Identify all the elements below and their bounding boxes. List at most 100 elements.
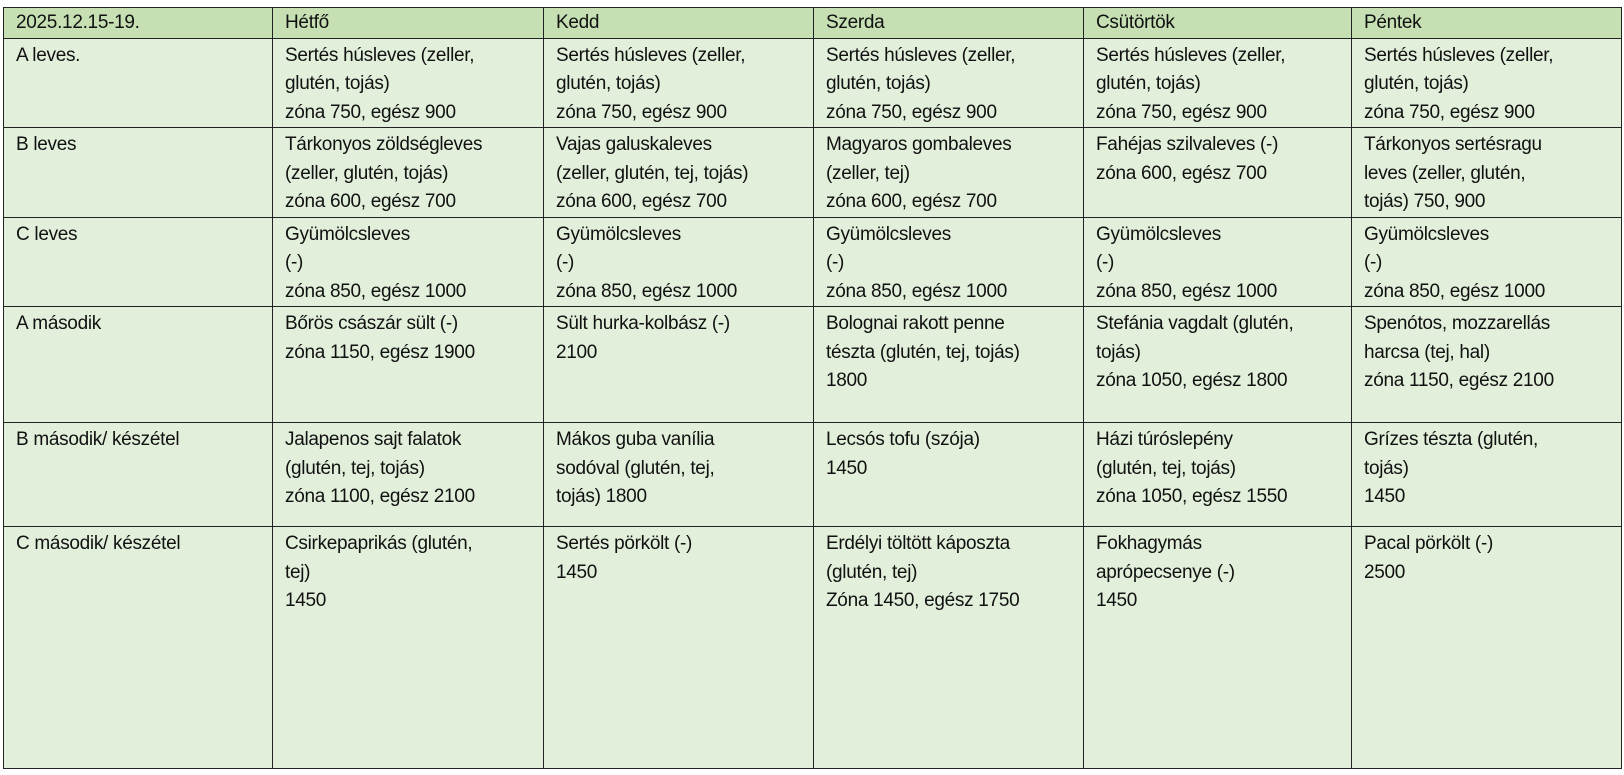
week-date-header: 2025.12.15-19.	[3, 7, 273, 39]
menu-text-line: zóna 600, egész 700	[1096, 162, 1267, 184]
row-label: B második/ készétel	[3, 422, 273, 527]
row-label: B leves	[3, 127, 273, 218]
menu-text-line: glutén, tojás)	[556, 73, 661, 94]
table-row: A leves. Sertés húsleves (zeller, glutén, …	[3, 37, 1622, 128]
row-label: C második/ készétel	[3, 526, 273, 769]
menu-text-line: glutén, tojás)	[1364, 73, 1469, 94]
menu-cell: Házi túróslepény (glutén, tej, tojás) zóna…	[1083, 422, 1352, 527]
menu-cell: Sült hurka-kolbász (-) 2100	[543, 306, 814, 423]
menu-cell: Sertés húsleves (zeller, glutén, tojás) zó…	[1351, 37, 1622, 128]
menu-text-line: sodóval (glutén, tej,	[556, 457, 715, 479]
table-row: B leves Tárkonyos zöldségleves (zeller, gl…	[3, 127, 1622, 218]
menu-text-line: Gyümölcsleves	[556, 223, 681, 245]
day-header-tuesday: Kedd	[543, 7, 814, 39]
table-row: B második/ készétel Jalapenos sajt falato…	[3, 422, 1622, 527]
menu-text-line: (glutén, tej, tojás)	[1096, 457, 1236, 479]
menu-text-line: Gyümölcsleves	[1364, 223, 1489, 245]
menu-cell: Jalapenos sajt falatok (glutén, tej, tojá…	[272, 422, 544, 527]
menu-text-line: Stefánia vagdalt (glutén,	[1096, 313, 1294, 334]
menu-text-line: Magyaros gombaleves	[826, 134, 1012, 155]
row-label: A leves.	[3, 37, 273, 128]
menu-cell: Tárkonyos sertésragu leves (zeller, gluté…	[1351, 127, 1622, 218]
menu-text-line: zóna 750, egész 900	[826, 101, 997, 123]
menu-cell: Gyümölcsleves (-) zóna 850, egész 1000	[1351, 216, 1622, 307]
menu-text-line: Bőrös császár sült (-)	[285, 313, 458, 334]
menu-text-line: (zeller, glutén, tojás)	[285, 162, 449, 184]
table-row: C második/ készétel Csirkepaprikás (gluté…	[3, 526, 1622, 769]
menu-text-line: (zeller, glutén, tej, tojás)	[556, 162, 749, 184]
menu-text-line: zóna 750, egész 900	[1096, 101, 1267, 123]
day-header-friday: Péntek	[1351, 7, 1622, 39]
menu-cell: Tárkonyos zöldségleves (zeller, glutén, t…	[272, 127, 544, 218]
menu-text-line: Bolognai rakott penne	[826, 313, 1005, 334]
menu-text-line: glutén, tojás)	[826, 73, 931, 94]
menu-text-line: glutén, tojás)	[285, 73, 390, 94]
menu-text-line: (glutén, tej)	[826, 561, 918, 583]
menu-text-line: zóna 1050, egész 1550	[1096, 486, 1288, 507]
menu-cell: Sertés húsleves (zeller, glutén, tojás) zó…	[272, 37, 544, 128]
menu-text-line: Házi túróslepény	[1096, 429, 1233, 450]
menu-text-line: zóna 850, egész 1000	[556, 280, 737, 302]
menu-cell: Erdélyi töltött káposzta (glutén, tej) Zón…	[813, 526, 1084, 769]
menu-text-line: harcsa (tej, hal)	[1364, 341, 1490, 363]
table-row: A második Bőrös császár sült (-) zóna 1150…	[3, 306, 1622, 423]
menu-text-line: (-)	[1364, 252, 1383, 273]
menu-text-line: zóna 1050, egész 1800	[1096, 370, 1288, 391]
menu-text-line: (-)	[826, 252, 845, 273]
menu-text-line: zóna 1150, egész 2100	[1364, 370, 1554, 391]
menu-text-line: Csirkepaprikás (glutén,	[285, 533, 473, 554]
menu-text-line: tej)	[285, 561, 311, 583]
menu-text-line: (-)	[1096, 252, 1115, 273]
menu-text-line: Erdélyi töltött káposzta	[826, 533, 1010, 554]
menu-text-line: Mákos guba vanília	[556, 429, 715, 450]
menu-text-line: glutén, tojás)	[1096, 73, 1201, 94]
menu-text-line: zóna 850, egész 1000	[826, 280, 1007, 302]
menu-text-line: Fahéjas szilvaleves (-)	[1096, 134, 1279, 155]
menu-text-line: zóna 750, egész 900	[285, 101, 456, 123]
menu-text-line: Fokhagymás	[1096, 533, 1202, 554]
menu-text-line: Sertés húsleves (zeller,	[285, 44, 475, 66]
menu-text-line: Tárkonyos zöldségleves	[285, 134, 483, 155]
menu-cell: Csirkepaprikás (glutén, tej) 1450	[272, 526, 544, 769]
menu-text-line: 1450	[826, 457, 868, 479]
menu-text-line: (zeller, tej)	[826, 162, 910, 184]
menu-text-line: aprópecsenye (-)	[1096, 561, 1235, 583]
day-header-thursday: Csütörtök	[1083, 7, 1352, 39]
menu-text-line: Jalapenos sajt falatok	[285, 429, 462, 450]
day-header-monday: Hétfő	[272, 7, 544, 39]
header-row: 2025.12.15-19. Hétfő Kedd Szerda Csütört…	[3, 7, 1622, 39]
menu-cell: Lecsós tofu (szója) 1450	[813, 422, 1084, 527]
menu-cell: Fokhagymás aprópecsenye (-) 1450	[1083, 526, 1352, 769]
menu-text-line: zóna 600, egész 700	[285, 191, 456, 212]
menu-cell: Grízes tészta (glutén, tojás) 1450	[1351, 422, 1622, 527]
menu-cell: Mákos guba vanília sodóval (glutén, tej, t…	[543, 422, 814, 527]
menu-cell: Spenótos, mozzarellás harcsa (tej, hal) zó…	[1351, 306, 1622, 423]
menu-text-line: zóna 1100, egész 2100	[285, 486, 475, 507]
menu-text-line: Gyümölcsleves	[826, 223, 951, 245]
menu-text-line: (glutén, tej, tojás)	[285, 457, 425, 479]
menu-text-line: zóna 1150, egész 1900	[285, 341, 475, 363]
menu-text-line: Grízes tészta (glutén,	[1364, 429, 1538, 450]
menu-text-line: Tárkonyos sertésragu	[1364, 134, 1542, 155]
row-label: A második	[3, 306, 273, 423]
menu-cell: Gyümölcsleves (-) zóna 850, egész 1000	[1083, 216, 1352, 307]
menu-text-line: Gyümölcsleves	[285, 223, 410, 245]
menu-text-line: Gyümölcsleves	[1096, 223, 1221, 245]
menu-text-line: 1800	[826, 370, 868, 391]
menu-cell: Bőrös császár sült (-) zóna 1150, egész 1…	[272, 306, 544, 423]
menu-text-line: Sertés húsleves (zeller,	[826, 44, 1016, 66]
menu-text-line: zóna 600, egész 700	[556, 191, 727, 212]
menu-text-line: 1450	[1096, 590, 1138, 611]
menu-text-line: Sertés pörkölt (-)	[556, 533, 693, 554]
menu-text-line: 1450	[1364, 486, 1406, 507]
menu-cell: Stefánia vagdalt (glutén, tojás) zóna 1050…	[1083, 306, 1352, 423]
menu-cell: Gyümölcsleves (-) zóna 850, egész 1000	[272, 216, 544, 307]
menu-cell: Gyümölcsleves (-) zóna 850, egész 1000	[813, 216, 1084, 307]
menu-text-line: zóna 750, egész 900	[1364, 101, 1535, 123]
menu-text-line: tojás)	[1364, 457, 1409, 479]
menu-text-line: Lecsós tofu (szója)	[826, 429, 980, 450]
menu-cell: Sertés pörkölt (-) 1450	[543, 526, 814, 769]
menu-text-line: zóna 850, egész 1000	[285, 280, 466, 302]
menu-text-line: tojás)	[1096, 341, 1141, 363]
menu-text-line: zóna 850, egész 1000	[1096, 280, 1277, 302]
